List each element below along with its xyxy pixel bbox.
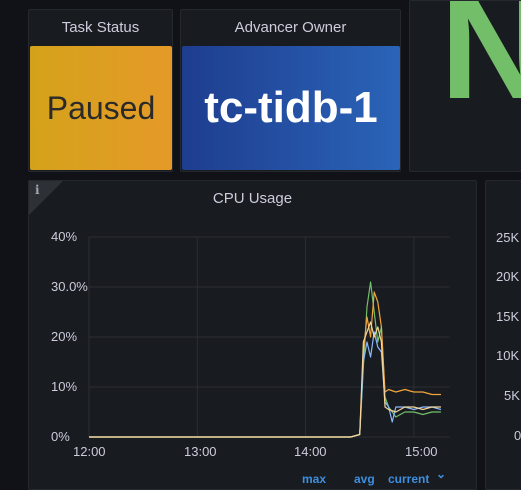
big-stat-panel: N bbox=[409, 0, 521, 172]
right-graph-panel: 25K 20K 15K 10K 5K 0 bbox=[485, 180, 521, 490]
y-tick-label: 5K bbox=[504, 388, 520, 403]
x-tick-label: 13:00 bbox=[184, 444, 217, 459]
y-tick-label: 40% bbox=[51, 229, 78, 244]
legend-header-max[interactable]: max bbox=[302, 472, 327, 486]
info-icon[interactable]: i bbox=[35, 183, 40, 197]
series-line-0 bbox=[89, 281, 441, 438]
big-stat-value: N bbox=[440, 1, 521, 121]
y-tick-label: 10K bbox=[496, 348, 520, 363]
y-tick-label: 20K bbox=[496, 269, 520, 284]
x-tick-label: 14:00 bbox=[294, 444, 327, 459]
x-tick-label: 15:00 bbox=[405, 444, 438, 459]
y-tick-label: 20% bbox=[51, 329, 78, 344]
y-tick-label: 0 bbox=[514, 428, 521, 443]
task-status-panel: Task Status Paused bbox=[28, 9, 173, 172]
cpu-usage-panel: i CPU Usage 40% 30.0% 20% 10% 0% 12:00 1… bbox=[28, 180, 477, 490]
y-tick-label: 25K bbox=[496, 230, 520, 245]
cpu-usage-chart bbox=[88, 236, 450, 438]
y-tick-label: 10% bbox=[51, 379, 78, 394]
chevron-down-icon[interactable]: ⌄ bbox=[436, 467, 447, 481]
task-status-title[interactable]: Task Status bbox=[61, 18, 140, 36]
y-tick-label: 15K bbox=[496, 309, 520, 324]
legend-header-avg[interactable]: avg bbox=[354, 472, 375, 486]
y-tick-label: 0% bbox=[51, 429, 70, 444]
task-status-value: Paused bbox=[30, 46, 172, 170]
series-line-2 bbox=[89, 331, 442, 438]
series-line-3 bbox=[89, 321, 441, 438]
series-line-1 bbox=[89, 291, 441, 438]
info-corner bbox=[29, 181, 63, 215]
advancer-owner-panel: Advancer Owner tc-tidb-1 bbox=[180, 9, 401, 172]
legend-header-current[interactable]: current bbox=[388, 472, 430, 486]
advancer-owner-title[interactable]: Advancer Owner bbox=[234, 18, 347, 36]
advancer-owner-text: tc-tidb-1 bbox=[204, 83, 378, 132]
x-tick-label: 12:00 bbox=[73, 444, 106, 459]
advancer-owner-value: tc-tidb-1 bbox=[182, 46, 400, 170]
y-tick-label: 30.0% bbox=[51, 279, 88, 294]
task-status-text: Paused bbox=[46, 89, 156, 126]
cpu-usage-title[interactable]: CPU Usage bbox=[212, 189, 293, 207]
